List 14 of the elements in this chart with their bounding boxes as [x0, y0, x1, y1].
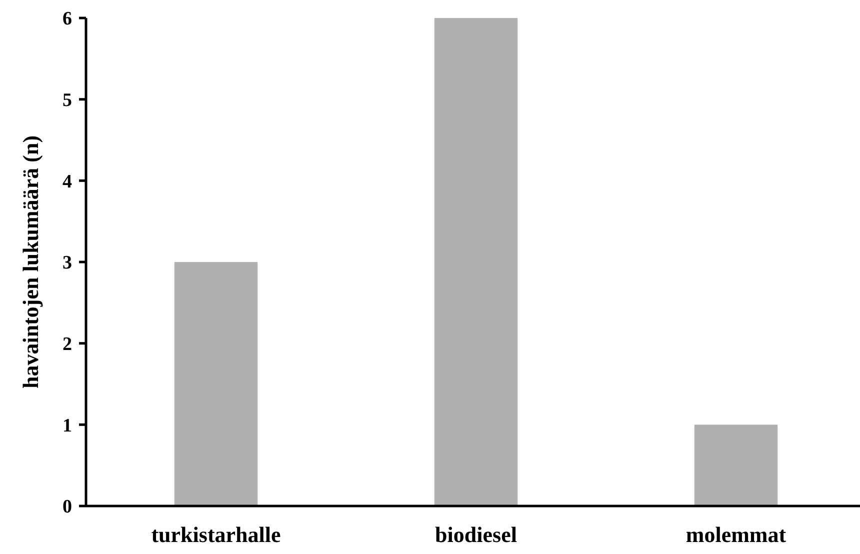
- y-tick-label: 5: [62, 90, 72, 111]
- x-tick-label: biodiesel: [435, 522, 517, 547]
- bar: [434, 18, 518, 506]
- y-tick-label: 2: [62, 334, 72, 355]
- x-tick-label: molemmat: [686, 522, 787, 547]
- x-tick-label: turkistarhalle: [151, 522, 282, 547]
- bar: [174, 262, 258, 506]
- y-tick-label: 4: [62, 171, 72, 192]
- y-tick-label: 3: [62, 252, 72, 274]
- y-tick-label: 1: [62, 415, 72, 436]
- y-tick-label: 6: [62, 8, 72, 30]
- y-axis-title: havaintojen lukumäärä (n): [18, 135, 43, 389]
- y-tick-label: 0: [62, 496, 72, 518]
- bar: [694, 424, 778, 506]
